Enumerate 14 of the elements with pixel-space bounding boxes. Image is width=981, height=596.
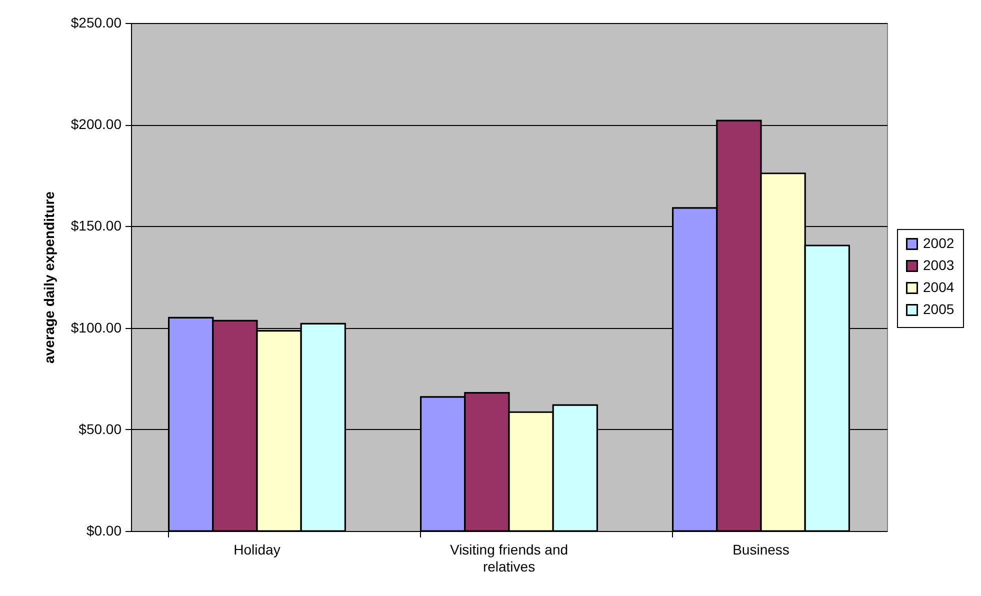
y-tick-label: $150.00 bbox=[70, 218, 122, 234]
legend-label: 2002 bbox=[923, 235, 954, 251]
x-tick-label: Visiting friends and relatives bbox=[450, 542, 568, 574]
y-tick-label: $0.00 bbox=[86, 522, 122, 538]
legend-label: 2004 bbox=[923, 279, 954, 295]
x-tick-label: Holiday bbox=[234, 542, 280, 558]
legend-label: 2003 bbox=[923, 257, 954, 273]
y-tick-label: $100.00 bbox=[70, 319, 122, 336]
y-tick-label: $50.00 bbox=[78, 420, 122, 437]
y-tick-label: $200.00 bbox=[70, 116, 122, 132]
y-axis-title: average daily expenditure bbox=[40, 191, 57, 364]
x-tick-label: Business bbox=[732, 542, 790, 558]
y-tick-label: $250.00 bbox=[70, 14, 122, 30]
legend-label: 2005 bbox=[923, 301, 954, 317]
